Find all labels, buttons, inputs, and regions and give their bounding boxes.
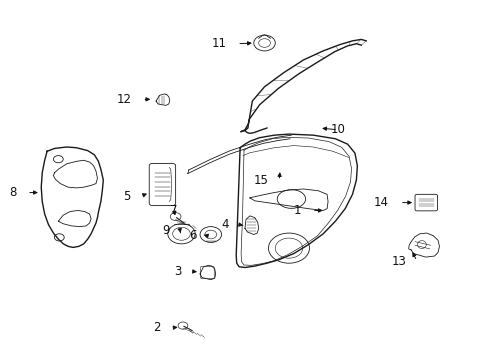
Text: 15: 15 bbox=[254, 174, 269, 187]
Text: 13: 13 bbox=[392, 255, 406, 267]
Text: 7: 7 bbox=[171, 204, 178, 217]
Text: 9: 9 bbox=[162, 224, 169, 237]
Text: 3: 3 bbox=[174, 265, 181, 278]
Text: 1: 1 bbox=[294, 204, 301, 217]
Text: 6: 6 bbox=[189, 229, 196, 242]
Text: 2: 2 bbox=[153, 321, 161, 334]
Text: 10: 10 bbox=[330, 123, 345, 136]
Text: 5: 5 bbox=[123, 190, 130, 203]
Text: 12: 12 bbox=[117, 93, 132, 106]
Text: 11: 11 bbox=[211, 37, 226, 50]
Text: 14: 14 bbox=[374, 196, 389, 209]
Text: 8: 8 bbox=[9, 186, 16, 199]
Text: 4: 4 bbox=[222, 218, 229, 231]
